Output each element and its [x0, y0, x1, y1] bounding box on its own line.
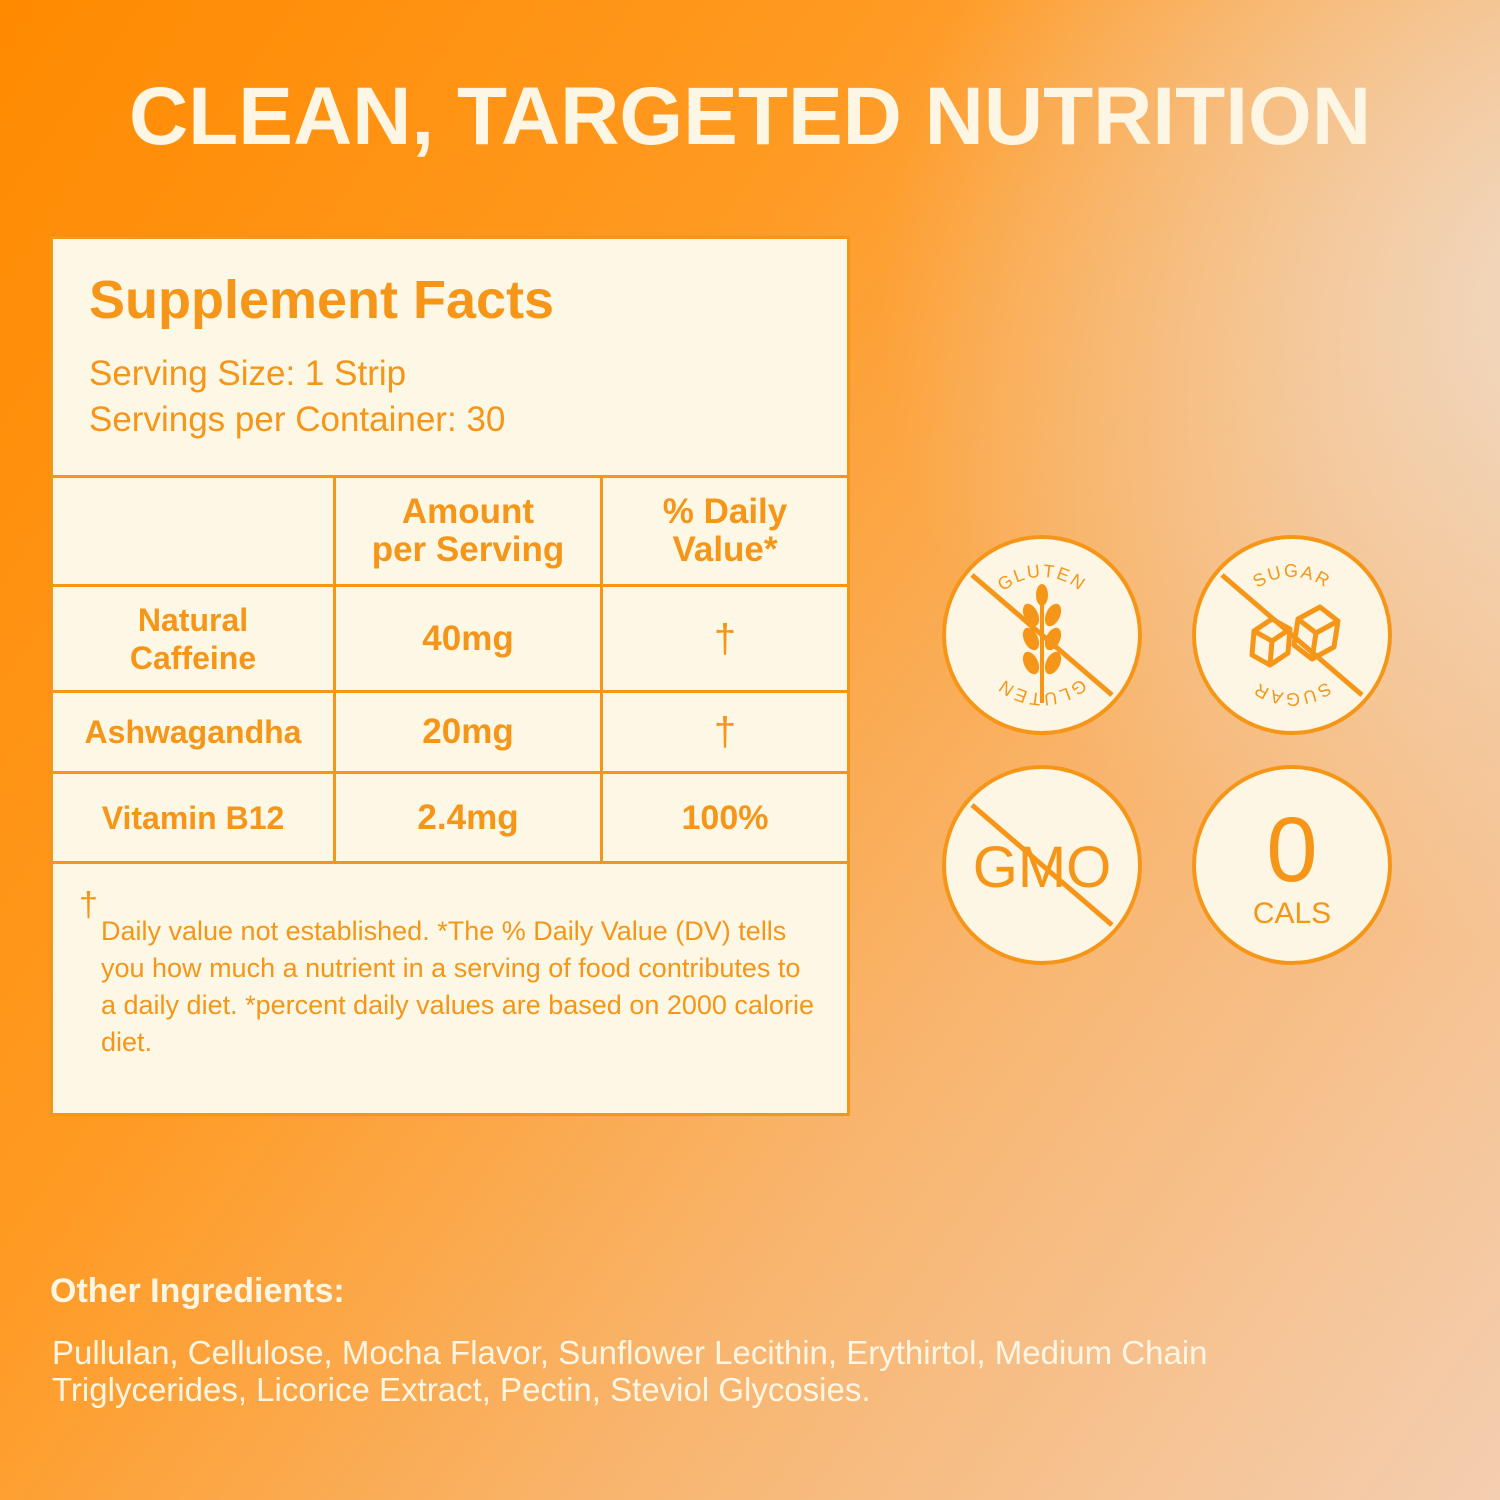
- row-name-natural-caffeine: Natural Caffeine: [53, 587, 333, 690]
- row-name-line1: Natural: [137, 601, 249, 638]
- sugar-badge-graphic: SUGAR SUGAR: [1220, 561, 1364, 709]
- row-amount: 20mg: [422, 712, 514, 751]
- strike-line: [970, 803, 1114, 927]
- zero-calories-badge: 0 CALS: [1192, 765, 1392, 965]
- headline: CLEAN, TARGETED NUTRITION: [128, 71, 1372, 162]
- row-daily-value: †: [713, 616, 737, 661]
- footnote: † Daily value not established. *The % Da…: [79, 887, 821, 1061]
- table-divider: [53, 690, 847, 693]
- gmo-free-badge: GMO: [942, 765, 1142, 965]
- sugar-free-badge: SUGAR SUGAR: [1192, 535, 1392, 735]
- supplement-facts-panel: Supplement Facts Serving Size: 1 Strip S…: [50, 236, 850, 1116]
- row-name-ashwagandha: Ashwagandha: [84, 714, 302, 750]
- table-divider: [53, 584, 847, 587]
- cals-badge-graphic: 0 CALS: [1253, 799, 1331, 930]
- header-amount-per-serving: Amount per Serving: [336, 478, 600, 584]
- table-divider: [53, 771, 847, 774]
- sugar-bottom-label: SUGAR: [1249, 678, 1334, 709]
- gluten-free-badge: GLUTEN GLUTEN: [942, 535, 1142, 735]
- strike-line: [970, 573, 1114, 697]
- row-name-line2: Caffeine: [129, 639, 257, 676]
- supplement-facts-title: Supplement Facts: [89, 270, 555, 330]
- row-amount: 40mg: [422, 618, 514, 658]
- table-column-divider: [600, 475, 603, 864]
- strike-line: [1220, 573, 1364, 697]
- footnote-dagger: †: [79, 886, 98, 924]
- row-daily-value: †: [713, 710, 737, 754]
- header-daily-value: % Daily Value*: [603, 478, 847, 584]
- row-name-vitamin-b12: Vitamin B12: [101, 799, 285, 836]
- wheat-icon: [1022, 584, 1062, 703]
- header-dv-line1: % Daily: [662, 492, 788, 531]
- calories-label: CALS: [1253, 897, 1331, 930]
- row-amount: 2.4mg: [417, 797, 519, 837]
- serving-size: Serving Size: 1 Strip: [89, 354, 407, 393]
- header-dv-line2: Value*: [672, 530, 778, 569]
- gmo-badge-graphic: GMO: [970, 803, 1114, 927]
- header-amount-line2: per Serving: [371, 530, 565, 569]
- row-daily-value: 100%: [681, 798, 769, 837]
- gluten-badge-graphic: GLUTEN GLUTEN: [970, 561, 1114, 709]
- other-ingredients-title: Other Ingredients:: [50, 1272, 345, 1310]
- table-divider: [53, 475, 847, 478]
- servings-per-container: Servings per Container: 30: [89, 400, 506, 439]
- footnote-text: Daily value not established. *The % Dail…: [101, 916, 814, 1057]
- table-divider: [53, 861, 847, 864]
- sugar-cubes-icon: [1249, 604, 1341, 668]
- calories-number: 0: [1266, 799, 1317, 901]
- sugar-top-label: SUGAR: [1249, 561, 1334, 592]
- serving-info: Serving Size: 1 Strip Servings per Conta…: [89, 351, 505, 443]
- table-column-divider: [333, 475, 336, 864]
- header-amount-line1: Amount: [401, 492, 535, 531]
- other-ingredients-text: Pullulan, Cellulose, Mocha Flavor, Sunfl…: [52, 1334, 1208, 1408]
